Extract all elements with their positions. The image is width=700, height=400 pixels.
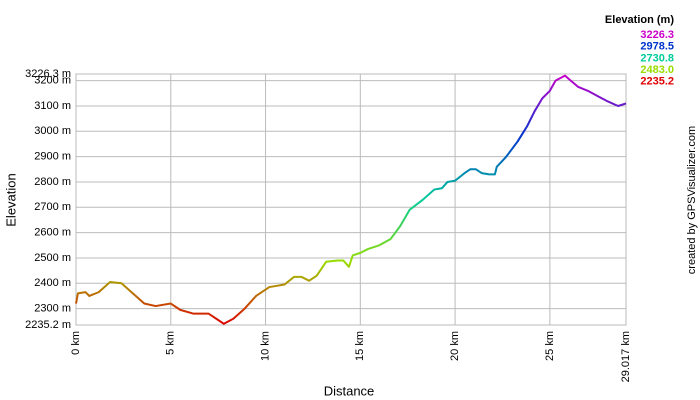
- y-tick-label: 3000 m: [34, 125, 71, 137]
- x-axis-title: Distance: [324, 383, 375, 398]
- y-tick-label: 2400 m: [34, 277, 71, 289]
- y-tick-label: 2800 m: [34, 176, 71, 188]
- y-tick-label: 2300 m: [34, 302, 71, 314]
- x-tick-label: 25 km: [544, 331, 556, 361]
- legend-entry: 2483.0: [640, 64, 674, 76]
- y-tick-label: 3226.3 m: [25, 68, 71, 80]
- elevation-line: [75, 74, 627, 325]
- y-tick-label: 3100 m: [34, 100, 71, 112]
- y-tick-label: 2900 m: [34, 151, 71, 163]
- legend-entry: 2730.8: [640, 52, 674, 64]
- y-tick-label: 2600 m: [34, 227, 71, 239]
- legend-entry: 3226.3: [640, 29, 674, 41]
- x-tick-label: 0 km: [70, 331, 82, 355]
- x-tick-label: 15 km: [354, 331, 366, 361]
- plot-area: [75, 73, 627, 326]
- x-tick-label: 5 km: [165, 331, 177, 355]
- y-tick-label: 2500 m: [34, 252, 71, 264]
- x-tick-label: 29.017 km: [620, 331, 632, 382]
- x-tick-label: 10 km: [259, 331, 271, 361]
- legend-entry: 2978.5: [640, 41, 674, 53]
- credit: created by GPSVisualizer.com: [686, 126, 698, 274]
- y-tick-label: 3200 m: [34, 75, 71, 87]
- y-axis-title: Elevation: [3, 173, 18, 226]
- legend-entry: 2235.2: [640, 76, 674, 88]
- legend-title: Elevation (m): [605, 14, 674, 26]
- y-tick-label: 2235.2 m: [25, 319, 71, 331]
- y-tick-label: 2700 m: [34, 201, 71, 213]
- x-tick-label: 20 km: [449, 331, 461, 361]
